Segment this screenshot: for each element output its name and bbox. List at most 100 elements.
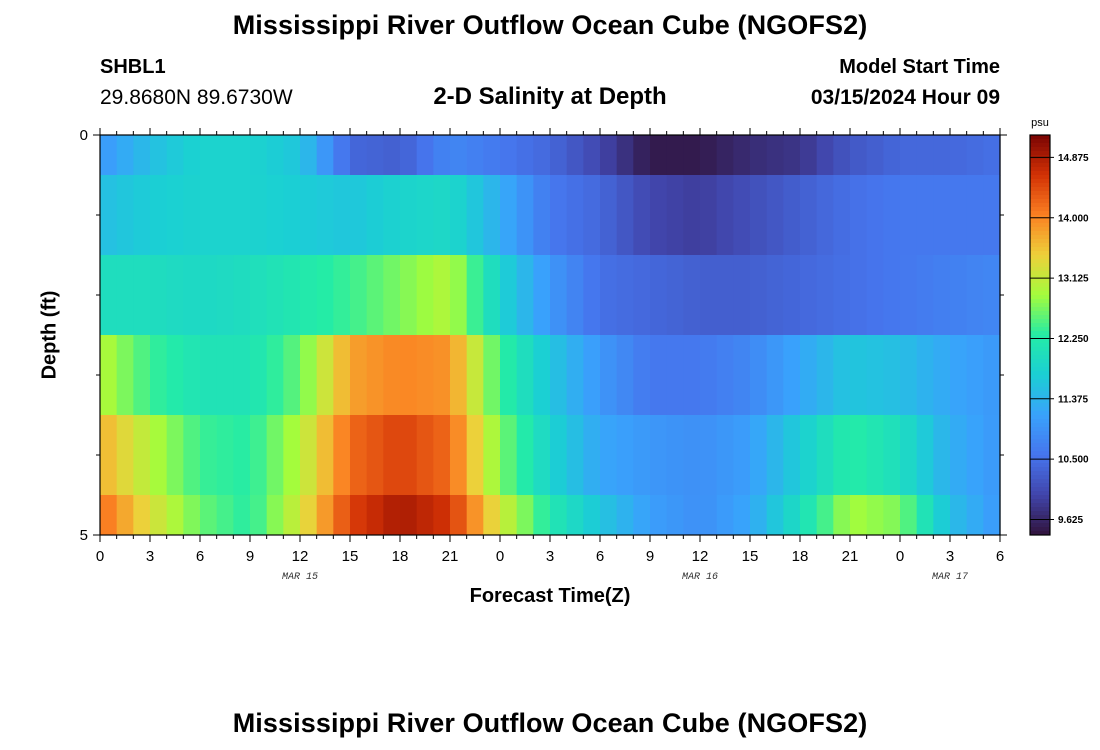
heatmap-cell-r4-h16 xyxy=(366,415,384,496)
heatmap-cell-r0-h41 xyxy=(783,135,801,176)
heatmap-cell-r5-h39 xyxy=(750,495,768,536)
heatmap-cell-r1-h6 xyxy=(200,175,218,256)
heatmap-cell-r5-h51 xyxy=(950,495,968,536)
heatmap-cell-r1-h27 xyxy=(550,175,568,256)
colorbar-segment xyxy=(1030,471,1050,476)
heatmap-cell-r0-h45 xyxy=(850,135,868,176)
x-tick-label: 0 xyxy=(896,548,904,565)
colorbar-segment xyxy=(1030,391,1050,396)
heatmap-cell-r1-h13 xyxy=(316,175,334,256)
heatmap-cell-r2-h43 xyxy=(816,255,834,336)
x-tick-label: 12 xyxy=(292,548,309,565)
heatmap-cell-r2-h36 xyxy=(700,255,718,336)
colorbar-segment xyxy=(1030,299,1050,304)
heatmap-cell-r2-h34 xyxy=(666,255,684,336)
heatmap-cell-r0-h49 xyxy=(916,135,934,176)
heatmap-cell-r4-h7 xyxy=(216,415,234,496)
colorbar-segment xyxy=(1030,371,1050,376)
heatmap-cell-r2-h6 xyxy=(200,255,218,336)
heatmap-cell-r5-h23 xyxy=(483,495,501,536)
heatmap-cell-r1-h25 xyxy=(516,175,534,256)
heatmap-cell-r1-h49 xyxy=(916,175,934,256)
heatmap-cell-r4-h35 xyxy=(683,415,701,496)
heatmap-cell-r0-h21 xyxy=(450,135,468,176)
heatmap-cell-r0-h26 xyxy=(533,135,551,176)
heatmap-cell-r4-h27 xyxy=(550,415,568,496)
colorbar-segment xyxy=(1030,427,1050,432)
heatmap-cell-r3-h36 xyxy=(700,335,718,416)
heatmap-cell-r2-h1 xyxy=(116,255,134,336)
heatmap-cell-r2-h16 xyxy=(366,255,384,336)
heatmap-cell-r4-h17 xyxy=(383,415,401,496)
heatmap-cell-r2-h4 xyxy=(166,255,184,336)
heatmap-cell-r1-h36 xyxy=(700,175,718,256)
x-axis: 0 3 6 9 12 15 18 21 0 3 6 9 12 15 18 21 0 3 6 MAR 15 MAR 16 M… xyxy=(96,128,1004,583)
heatmap-cell-r2-h22 xyxy=(466,255,484,336)
x-tick-label: 0 xyxy=(496,548,504,565)
heatmap-cell-r2-h30 xyxy=(600,255,618,336)
heatmap-cell-r1-h1 xyxy=(116,175,134,256)
heatmap-cell-r1-h44 xyxy=(833,175,851,256)
colorbar-segment xyxy=(1030,203,1050,208)
station-id: SHBL1 xyxy=(100,56,166,78)
model-start-label: Model Start Time xyxy=(839,56,1000,78)
x-axis-label: Forecast Time(Z) xyxy=(469,585,631,607)
colorbar-segment xyxy=(1030,379,1050,384)
colorbar-segment xyxy=(1030,483,1050,488)
colorbar-segment xyxy=(1030,375,1050,380)
heatmap-cell-r3-h21 xyxy=(450,335,468,416)
heatmap-cell-r2-h38 xyxy=(733,255,751,336)
chart-title: Mississippi River Outflow Ocean Cube (NG… xyxy=(232,10,868,40)
heatmap-cell-r5-h42 xyxy=(800,495,818,536)
heatmap-cell-r5-h6 xyxy=(200,495,218,536)
heatmap-cell-r0-h25 xyxy=(516,135,534,176)
heatmap-cell-r3-h48 xyxy=(900,335,918,416)
footer-title: Mississippi River Outflow Ocean Cube (NG… xyxy=(232,708,868,738)
colorbar-segment xyxy=(1030,243,1050,248)
heatmap-cell-r1-h45 xyxy=(850,175,868,256)
colorbar-segment xyxy=(1030,167,1050,172)
heatmap-cell-r1-h26 xyxy=(533,175,551,256)
heatmap-cell-r0-h9 xyxy=(250,135,268,176)
heatmap-cell-r0-h28 xyxy=(566,135,584,176)
heatmap-cell-r4-h43 xyxy=(816,415,834,496)
heatmap-cell-r3-h0 xyxy=(100,335,118,416)
heatmap-cell-r5-h37 xyxy=(716,495,734,536)
heatmap-cell-r0-h8 xyxy=(233,135,251,176)
heatmap-cell-r4-h25 xyxy=(516,415,534,496)
heatmap-cell-r1-h5 xyxy=(183,175,201,256)
x-tick-label: 0 xyxy=(96,548,104,565)
heatmap-cell-r1-h21 xyxy=(450,175,468,256)
colorbar-tick-label: 10.500 xyxy=(1058,455,1089,466)
x-tick-label: 18 xyxy=(792,548,809,565)
heatmap-cell-r3-h50 xyxy=(933,335,951,416)
heatmap-cell-r0-h40 xyxy=(766,135,784,176)
heatmap-cell-r1-h52 xyxy=(966,175,984,256)
colorbar-tick-label: 11.375 xyxy=(1058,394,1088,405)
heatmap-cell-r3-h26 xyxy=(533,335,551,416)
heatmap-cell-r4-h28 xyxy=(566,415,584,496)
heatmap-cell-r2-h47 xyxy=(883,255,901,336)
heatmap-cell-r0-h23 xyxy=(483,135,501,176)
heatmap-cell-r4-h2 xyxy=(133,415,151,496)
heatmap-cell-r3-h46 xyxy=(866,335,884,416)
colorbar-segment xyxy=(1030,335,1050,340)
colorbar-segment xyxy=(1030,291,1050,296)
heatmap-cell-r1-h46 xyxy=(866,175,884,256)
heatmap-cell-r0-h6 xyxy=(200,135,218,176)
x-tick-label: 21 xyxy=(442,548,459,565)
colorbar-segment xyxy=(1030,303,1050,308)
heatmap-cell-r4-h18 xyxy=(400,415,418,496)
heatmap-cell-r0-h7 xyxy=(216,135,234,176)
heatmap-cell-r0-h20 xyxy=(433,135,451,176)
heatmap-cell-r1-h38 xyxy=(733,175,751,256)
colorbar-segment xyxy=(1030,235,1050,240)
colorbar-segment xyxy=(1030,399,1050,404)
heatmap-cell-r4-h4 xyxy=(166,415,184,496)
heatmap-cell-r1-h32 xyxy=(633,175,651,256)
heatmap-cell-r3-h39 xyxy=(750,335,768,416)
colorbar-segment xyxy=(1030,423,1050,428)
heatmap-cell-r4-h51 xyxy=(950,415,968,496)
heatmap-cell-r3-h47 xyxy=(883,335,901,416)
